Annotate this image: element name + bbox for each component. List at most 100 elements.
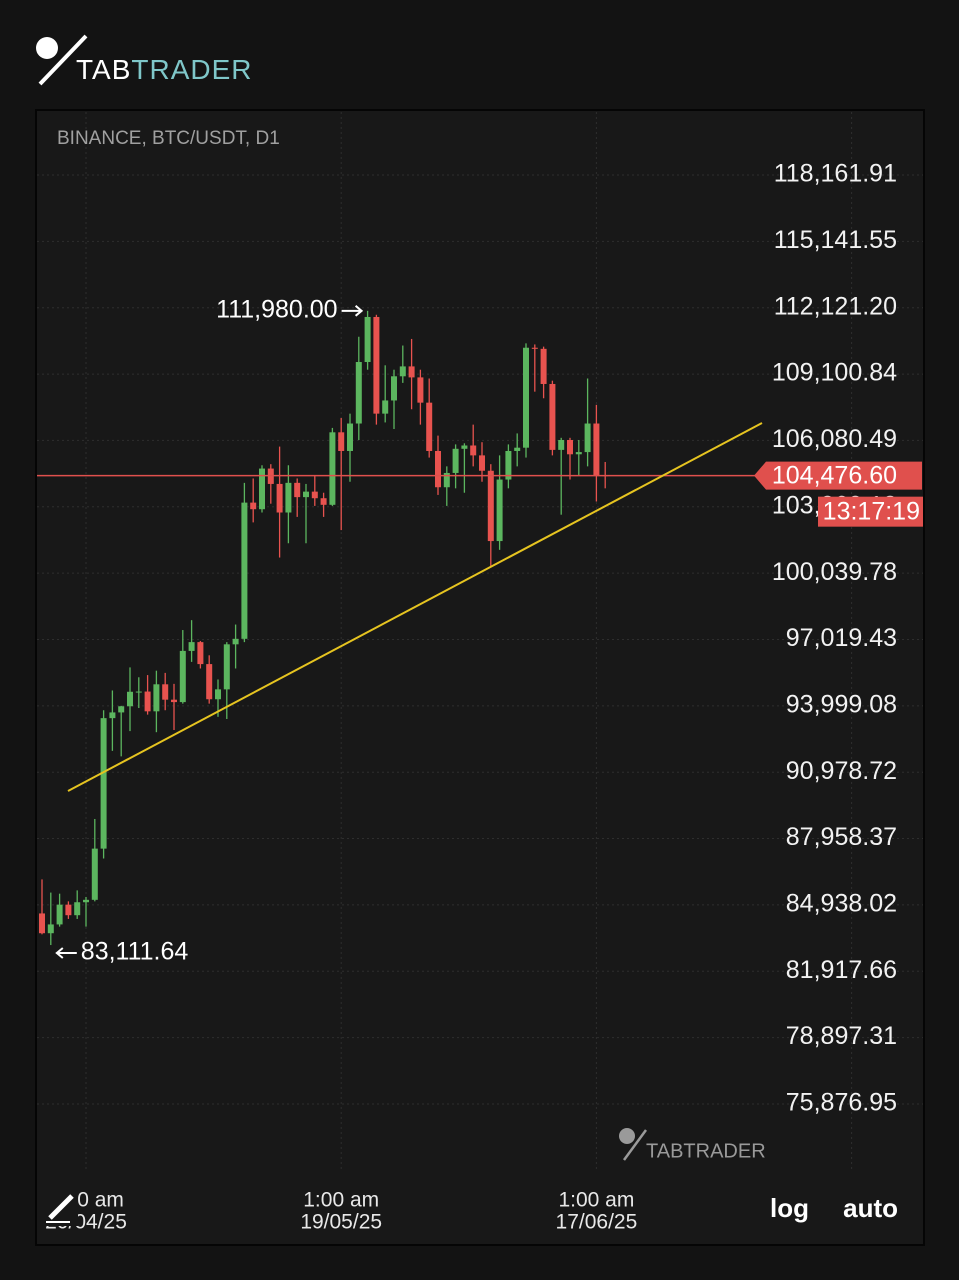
countdown-bg (818, 496, 923, 527)
candle-body (514, 447, 521, 451)
candle-body (127, 691, 133, 707)
watermark: TABTRADER (619, 1128, 766, 1162)
logo: TABTRADER (36, 34, 253, 86)
plot (37, 310, 760, 946)
x-tick-date: 19/05/25 (300, 1211, 382, 1234)
candle-body (118, 706, 125, 713)
candle-body (452, 448, 459, 473)
candle-body (355, 362, 362, 424)
candle-body (408, 366, 415, 378)
y-tick-label: 100,039.78 (772, 558, 897, 586)
candle-body (417, 377, 424, 403)
candle-body (549, 383, 556, 450)
candle-body (215, 689, 221, 700)
y-tick-label: 81,917.66 (786, 956, 897, 984)
candle-body (479, 455, 485, 471)
candle-body (223, 644, 230, 690)
candle-body (179, 650, 186, 703)
logo-dot (36, 37, 58, 59)
candle-body (135, 691, 142, 693)
y-tick-label: 75,876.95 (786, 1089, 897, 1117)
y-tick-label: 112,121.20 (774, 292, 897, 320)
candle-body (153, 684, 160, 712)
grid (37, 112, 923, 1170)
candle-body (364, 316, 371, 363)
chart-title: BINANCE, BTC/USDT, D1 (57, 128, 280, 149)
y-tick-label: 118,161.91 (774, 160, 897, 188)
candle-body (91, 848, 98, 900)
watermark-text: TABTRADER (646, 1140, 766, 1162)
y-tick-label: 93,999.08 (786, 690, 897, 718)
low-annotation: 83,111.64 (81, 938, 189, 966)
candle-body (443, 472, 450, 488)
logo-text: TABTRADER (76, 54, 253, 85)
candle-body (426, 402, 433, 451)
watermark-dot (619, 1128, 635, 1144)
candle-body (531, 347, 538, 349)
candle-body (303, 491, 309, 498)
controls-bg (762, 1188, 912, 1232)
logo-trader: TRADER (131, 54, 252, 85)
x-tick-time: 1:00 am (303, 1189, 379, 1212)
candle-body (56, 904, 63, 925)
candle-body (83, 899, 89, 903)
high-annotation: 111,980.00 (216, 295, 337, 323)
y-tick-label: 84,938.02 (786, 890, 897, 918)
candle-body (294, 482, 301, 498)
candle-body (523, 347, 529, 448)
candle-body (162, 684, 169, 700)
y-tick-label: 106,080.49 (772, 425, 897, 453)
candle-body (74, 902, 81, 916)
candle-body (329, 432, 336, 505)
candle-body (496, 479, 503, 542)
candle-body (584, 423, 591, 453)
y-tick-label: 87,958.37 (786, 823, 897, 851)
candle-body (575, 452, 582, 455)
chart-panel (35, 109, 925, 1246)
y-tick-label: 90,978.72 (786, 757, 897, 785)
candle-body (39, 913, 45, 934)
logo-tab: TAB (76, 54, 131, 85)
y-tick-label: 115,141.55 (774, 226, 897, 254)
candle-body (188, 642, 195, 651)
candle-body (487, 470, 494, 542)
draw-tool[interactable] (42, 1190, 78, 1226)
pencil-icon[interactable] (48, 1194, 74, 1220)
x-tick-time: 1:00 am (558, 1189, 634, 1212)
candle-body (593, 423, 600, 476)
candle-body (144, 691, 151, 712)
countdown: 13:17:19 (823, 497, 920, 525)
candle-body (241, 502, 248, 639)
candle-body (338, 432, 345, 451)
candle-body (382, 400, 389, 414)
watermark-slash (622, 1129, 648, 1161)
candle-body (276, 483, 283, 513)
candle-body (347, 423, 353, 451)
candle-body (47, 924, 54, 934)
candle-body (461, 445, 468, 449)
arrow (55, 947, 77, 959)
x-tick-date: 17/06/25 (556, 1211, 638, 1234)
candle-body (171, 699, 177, 703)
candle-body (470, 445, 477, 456)
auto-toggle[interactable]: auto (843, 1193, 898, 1223)
candle-body (435, 450, 441, 488)
trend-line (67, 422, 763, 792)
candle-body (285, 482, 292, 513)
candle-body (206, 664, 213, 700)
candle-body (197, 642, 204, 665)
candle-body (65, 904, 72, 916)
logo-slash (38, 34, 88, 86)
candle-body (109, 712, 116, 719)
candle-body (320, 498, 327, 505)
y-tick-label: 78,897.31 (786, 1022, 897, 1050)
last-price-label: 104,476.60 (772, 461, 897, 489)
candle-body (373, 316, 380, 414)
log-toggle[interactable]: log (770, 1193, 809, 1223)
candle-body (558, 440, 565, 450)
candle-body (311, 491, 318, 499)
candle-body (391, 376, 397, 401)
candle-body (250, 502, 257, 510)
candle-body (100, 718, 107, 849)
